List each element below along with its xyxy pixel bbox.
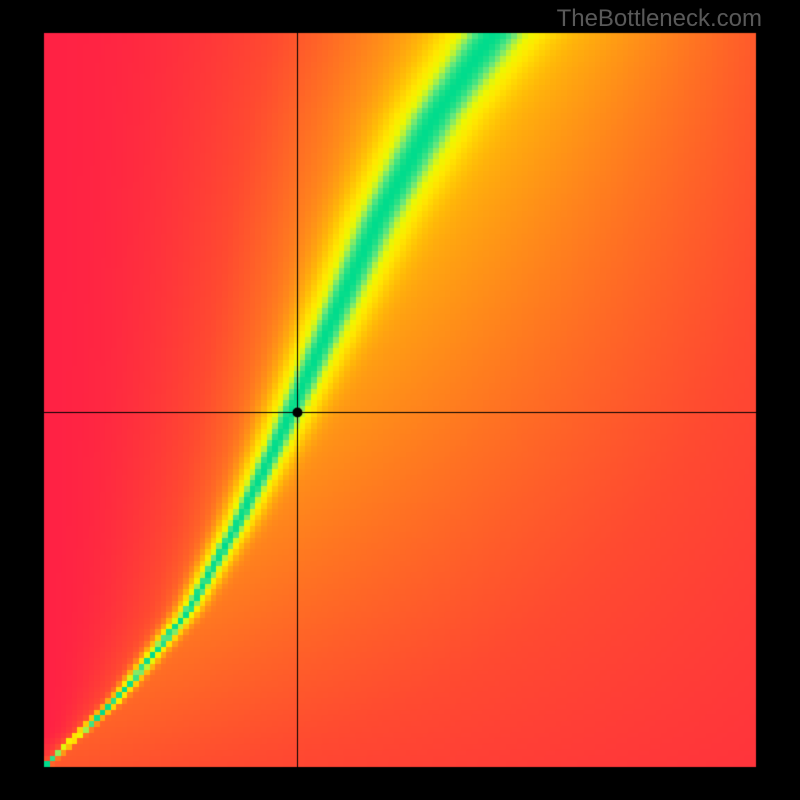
watermark-text: TheBottleneck.com	[557, 5, 762, 33]
bottleneck-heatmap	[0, 0, 800, 800]
